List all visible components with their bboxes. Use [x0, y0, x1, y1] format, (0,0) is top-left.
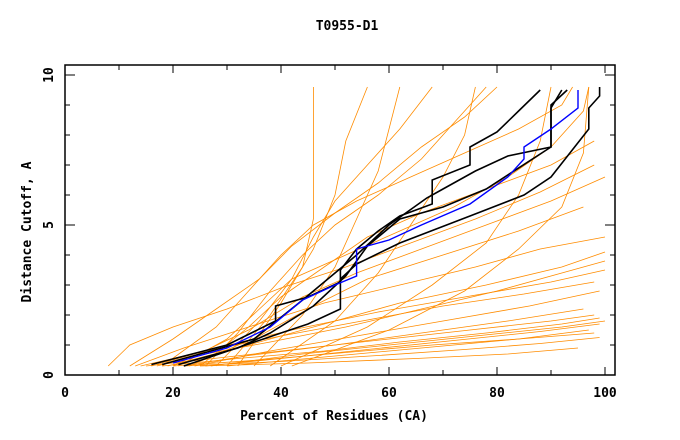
x-tick-label: 60 — [381, 386, 397, 401]
series-line-other — [129, 86, 498, 367]
y-tick-label: 5 — [42, 221, 57, 229]
series-line-other — [167, 251, 606, 367]
series-line-other — [237, 86, 368, 367]
y-tick-label: 10 — [42, 67, 57, 83]
series-line-other — [269, 86, 476, 367]
series-line-other — [189, 206, 584, 367]
series-line-other — [280, 86, 552, 367]
series-line-selected — [183, 87, 601, 367]
y-tick-label: 0 — [42, 371, 57, 379]
axis-ticks — [64, 65, 615, 376]
series-line-other — [178, 86, 590, 367]
x-tick-labels: 0 20 40 60 80 100 — [61, 386, 617, 401]
y-tick-labels: 0 5 10 — [42, 67, 57, 379]
series-line-other — [194, 290, 600, 367]
chart-title: T0955-D1 — [316, 19, 379, 34]
series-line-other — [156, 260, 606, 367]
y-axis-label: Distance Cutoff, A — [20, 161, 35, 302]
series-line-selected — [151, 89, 541, 366]
x-tick-label: 20 — [165, 386, 181, 401]
series-line-other — [205, 323, 600, 367]
series-line-other — [210, 320, 606, 367]
x-tick-label: 0 — [61, 386, 69, 401]
series-line-highlight — [172, 90, 579, 364]
x-tick-label: 80 — [489, 386, 505, 401]
series-line-selected — [161, 89, 568, 366]
series-group — [107, 86, 606, 367]
series-line-other — [291, 86, 590, 367]
series-line-other — [199, 140, 595, 367]
series-line-selected — [178, 89, 563, 366]
plot-frame — [64, 64, 616, 376]
series-line-other — [253, 86, 401, 367]
series-line-other — [172, 329, 589, 367]
x-axis-label: Percent of Residues (CA) — [240, 409, 428, 424]
x-tick-label: 100 — [593, 386, 617, 401]
series-line-other — [162, 317, 600, 367]
series-line-other — [135, 236, 606, 367]
x-tick-label: 40 — [273, 386, 289, 401]
series-line-other — [183, 308, 584, 367]
series-line-other — [161, 86, 573, 367]
series-line-other — [107, 164, 595, 367]
series-line-other — [145, 314, 595, 367]
series-line-other — [226, 332, 595, 367]
series-line-other — [199, 347, 579, 367]
